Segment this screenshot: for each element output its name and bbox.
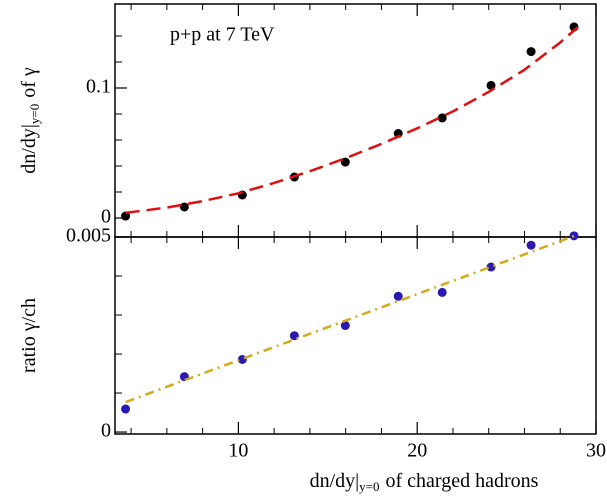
- data-point: [237, 354, 247, 364]
- y-axis-label-sub: y=0: [27, 104, 42, 124]
- y-tick-label: 0: [101, 420, 111, 442]
- data-point: [526, 47, 536, 57]
- data-point: [121, 404, 131, 414]
- x-tick-label: 20: [407, 440, 427, 462]
- annotation: p+p at 7 TeV: [170, 24, 275, 46]
- x-axis-label-rest: of charged hadrons: [385, 470, 538, 492]
- y-axis-label: dn/dy|y=0 of γ: [18, 67, 42, 174]
- x-tick-label: 10: [228, 440, 248, 462]
- y-tick-label: 0.005: [66, 225, 111, 247]
- y-tick-label: 0.1: [86, 76, 111, 98]
- data-point: [526, 240, 536, 250]
- data-point: [569, 231, 579, 241]
- plot-frame: [114, 236, 597, 435]
- y-axis-label: ratio γ/ch: [18, 298, 40, 373]
- fit-line: [125, 25, 579, 215]
- x-axis-label: dn/dy|y=0 of charged hadrons: [310, 470, 539, 494]
- data-point: [121, 211, 131, 221]
- fit-line: [125, 234, 575, 404]
- data-point: [393, 291, 403, 301]
- data-point: [437, 113, 447, 123]
- y-tick-label: 0: [101, 206, 111, 228]
- x-tick-label: 30: [586, 440, 606, 462]
- data-point: [179, 202, 189, 212]
- x-axis-label-main: dn/dy|: [310, 470, 360, 492]
- y-axis-label-main: dn/dy|: [18, 124, 40, 174]
- y-axis-label-rest: of γ: [18, 67, 40, 98]
- data-point: [340, 157, 350, 167]
- data-point: [437, 287, 447, 297]
- data-point: [340, 321, 350, 331]
- x-axis-label-sub: y=0: [359, 479, 379, 494]
- y-axis-label-main: ratio γ/ch: [18, 298, 40, 373]
